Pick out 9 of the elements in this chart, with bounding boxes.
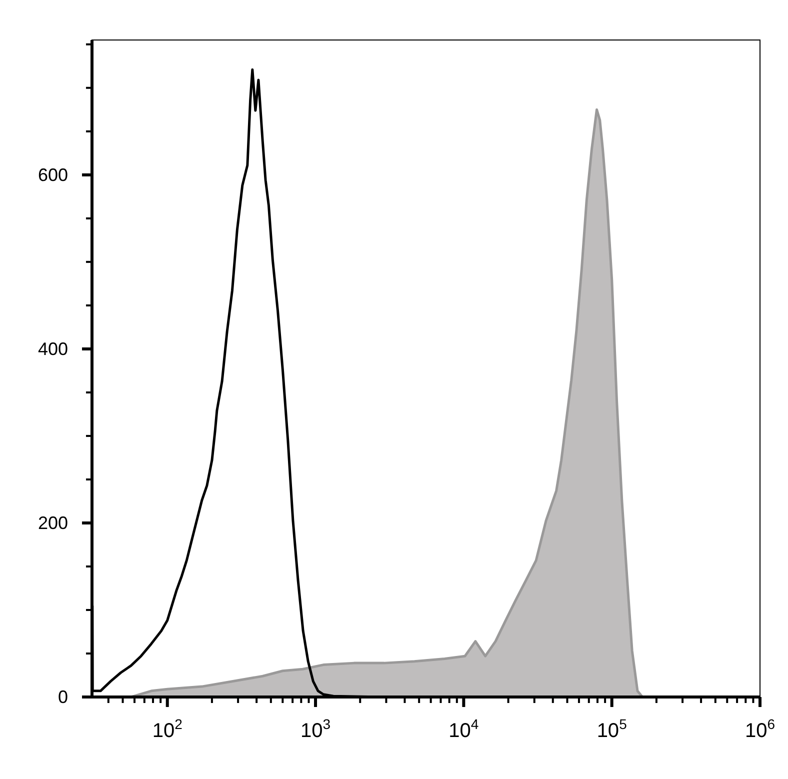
y-tick-label: 400 <box>38 338 68 359</box>
y-tick-label: 0 <box>58 687 68 707</box>
x-tick-label: 10$^{2}$ <box>152 716 183 742</box>
y-tick-label: 200 <box>38 512 68 533</box>
x-tick-label: 10$^{4}$ <box>448 716 479 742</box>
x-tick-label: 10$^{5}$ <box>596 716 628 742</box>
y-tick-label: 600 <box>38 164 68 185</box>
x-tick-label: 10$^{6}$ <box>744 716 776 742</box>
x-tick-label: 10$^{3}$ <box>300 716 331 742</box>
